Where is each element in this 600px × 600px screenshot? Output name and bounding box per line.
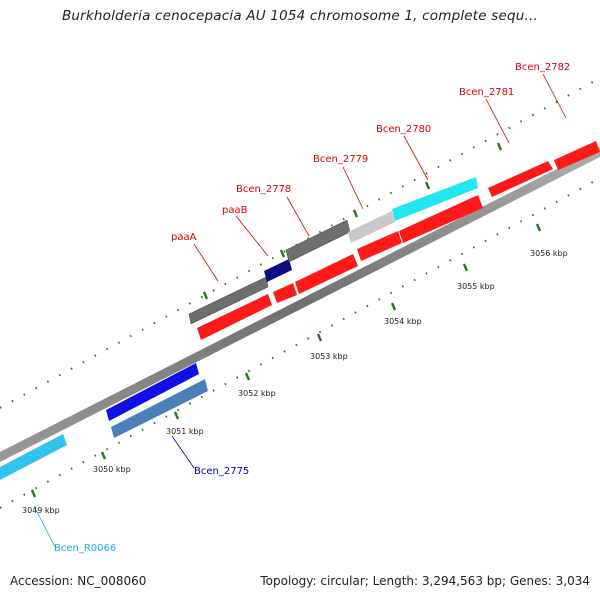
gene-feature-red-2781[interactable] bbox=[488, 161, 553, 197]
gene-feature-gray-1[interactable] bbox=[188, 276, 269, 325]
scale-label: 3050 kbp bbox=[93, 465, 131, 474]
gene-feature-navy[interactable] bbox=[264, 259, 292, 282]
gene-feature-red-2778[interactable] bbox=[295, 254, 358, 294]
scale-label: 3055 kbp bbox=[457, 282, 495, 291]
gene-label-bcen-r0066[interactable]: Bcen_R0066 bbox=[54, 543, 116, 554]
accession-label: Accession: NC_008060 bbox=[10, 574, 147, 588]
gene-feature-steelblue[interactable] bbox=[111, 379, 208, 438]
gene-label-paaB[interactable]: paaB bbox=[222, 205, 248, 216]
gene-feature-blue[interactable] bbox=[106, 363, 199, 421]
gene-feature-lightblue[interactable] bbox=[0, 434, 67, 480]
leader-lines bbox=[33, 73, 567, 548]
scale-label: 3056 kbp bbox=[530, 249, 568, 258]
map-title: Burkholderia cenocepacia AU 1054 chromos… bbox=[61, 8, 539, 24]
major-ticks bbox=[30, 142, 542, 498]
gene-feature-red-2780[interactable] bbox=[399, 195, 483, 243]
genome-backbone bbox=[0, 147, 600, 462]
gene-label-bcen-2781[interactable]: Bcen_2781 bbox=[459, 87, 514, 98]
gene-feature-red-2779[interactable] bbox=[357, 231, 402, 261]
scale-label: 3049 kbp bbox=[22, 506, 60, 515]
gene-feature-red-2782[interactable] bbox=[554, 141, 600, 170]
gene-label-paaA[interactable]: paaA bbox=[171, 232, 197, 243]
gene-label-bcen-2782[interactable]: Bcen_2782 bbox=[515, 62, 570, 73]
genome-summary: Topology: circular; Length: 3,294,563 bp… bbox=[260, 574, 590, 588]
gene-feature-cyan[interactable] bbox=[392, 177, 478, 221]
gene-label-bcen-2775[interactable]: Bcen_2775 bbox=[194, 466, 249, 477]
inner-tick-track bbox=[0, 177, 600, 509]
gene-feature-gray-2[interactable] bbox=[285, 219, 351, 263]
gene-label-bcen-2778[interactable]: Bcen_2778 bbox=[236, 184, 291, 195]
gene-label-bcen-2779[interactable]: Bcen_2779 bbox=[313, 154, 368, 165]
scale-label: 3054 kbp bbox=[384, 317, 422, 326]
gene-feature-lightgray[interactable] bbox=[348, 211, 395, 243]
gene-feature-red-paaA[interactable] bbox=[197, 294, 272, 340]
scale-label: 3051 kbp bbox=[166, 427, 204, 436]
gene-feature-red-paaB[interactable] bbox=[273, 283, 297, 303]
gene-labels: paaA paaB Bcen_2778 Bcen_2779 Bcen_2780 … bbox=[54, 62, 570, 554]
gene-label-bcen-2780[interactable]: Bcen_2780 bbox=[376, 124, 431, 135]
scale-labels: 3049 kbp 3050 kbp 3051 kbp 3052 kbp 3053… bbox=[22, 249, 568, 515]
scale-label: 3052 kbp bbox=[238, 389, 276, 398]
scale-label: 3053 kbp bbox=[310, 352, 348, 361]
